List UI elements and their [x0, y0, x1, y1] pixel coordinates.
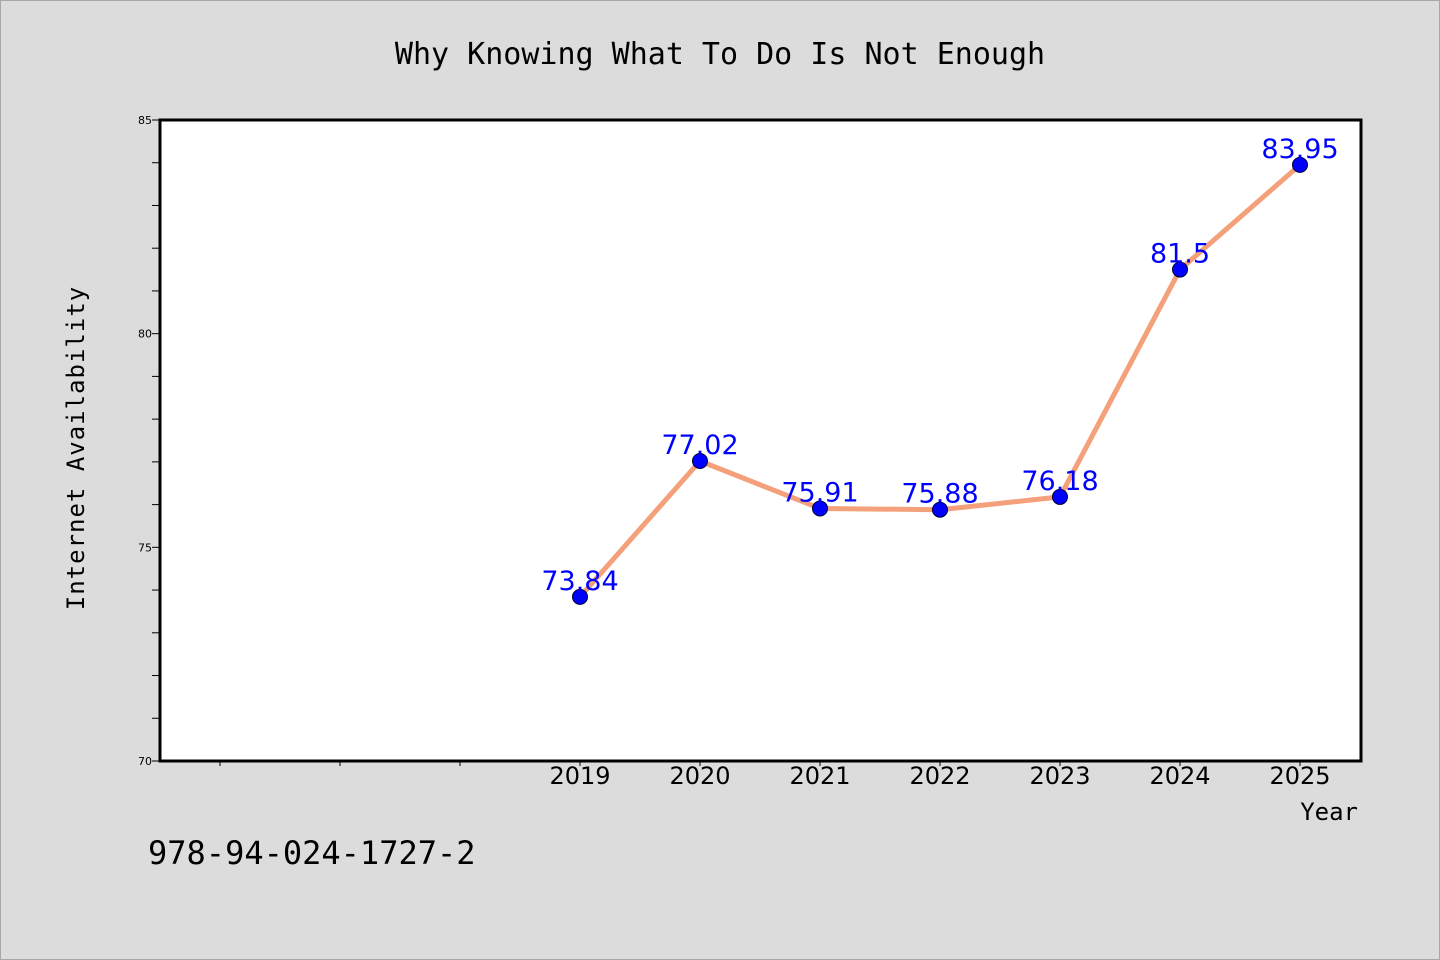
- y-tick-label: 85: [138, 114, 152, 127]
- plot-area: [158, 118, 1363, 763]
- x-axis: 2019 2020 2021 2022 2023 2024 2025: [219, 761, 1331, 790]
- data-label: 75.91: [781, 477, 858, 508]
- isbn-text: 978-94-024-1727-2: [148, 834, 476, 872]
- x-tick-label: 2019: [549, 762, 610, 790]
- data-point: [692, 453, 708, 470]
- x-tick-label: 2025: [1269, 762, 1330, 790]
- data-label: 81.5: [1150, 239, 1210, 270]
- data-label: 75.88: [901, 479, 978, 510]
- data-label: 77.02: [661, 430, 738, 461]
- y-tick-label: 70: [138, 755, 152, 768]
- y-tick-label: 80: [138, 328, 152, 341]
- x-tick-label: 2021: [789, 762, 850, 790]
- x-axis-label: Year: [1300, 798, 1358, 826]
- data-label: 76.18: [1021, 466, 1098, 497]
- x-tick-label: 2024: [1149, 762, 1210, 790]
- data-point: [1052, 488, 1068, 505]
- data-point: [1172, 261, 1188, 278]
- data-labels: 73.84 77.02 75.91 75.88 76.18 81.5 83.95: [541, 134, 1338, 597]
- data-point: [572, 588, 588, 605]
- y-axis: 70 75 80 85: [138, 114, 160, 768]
- data-point: [932, 501, 948, 518]
- data-point: [812, 500, 828, 517]
- chart-title: Why Knowing What To Do Is Not Enough: [395, 37, 1045, 72]
- y-tick-label: 75: [138, 541, 152, 554]
- data-label: 83.95: [1261, 134, 1338, 165]
- x-tick-label: 2023: [1029, 762, 1090, 790]
- y-axis-label: Internet Availability: [62, 286, 90, 610]
- x-tick-label: 2022: [909, 762, 970, 790]
- data-label: 73.84: [541, 566, 618, 597]
- series-layer: [572, 156, 1308, 605]
- data-point: [1292, 156, 1308, 173]
- x-tick-label: 2020: [669, 762, 730, 790]
